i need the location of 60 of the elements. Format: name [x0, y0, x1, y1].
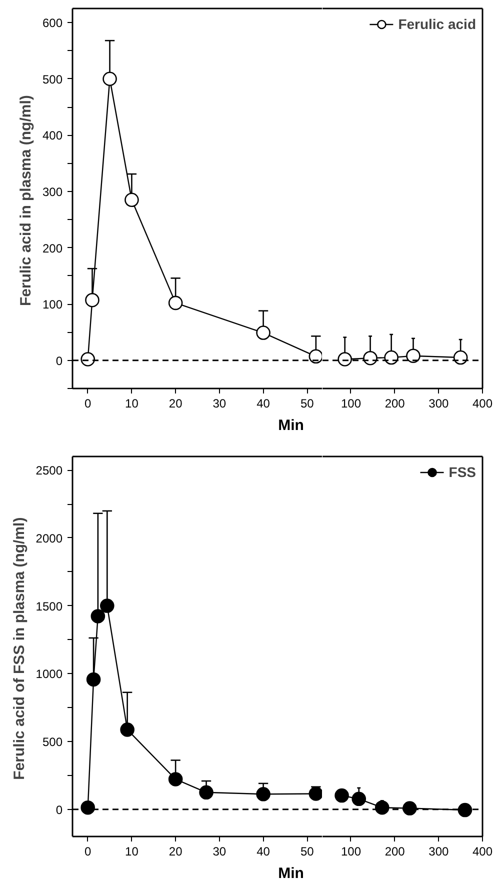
- point: [308, 786, 322, 801]
- x-tick-label: 0: [84, 396, 92, 410]
- x-tick-label: 300: [428, 844, 449, 858]
- x-tick-label: 400: [472, 396, 493, 410]
- y-tick-label: 400: [42, 128, 63, 143]
- y-tick-label: 1500: [36, 599, 63, 614]
- x-tick-label: 400: [472, 844, 493, 858]
- legend-label: Ferulic acid: [398, 16, 476, 32]
- point: [256, 326, 270, 340]
- x-tick-label: 20: [168, 396, 183, 410]
- point: [308, 349, 322, 364]
- y-tick-label: 0: [56, 354, 63, 368]
- point: [102, 72, 117, 86]
- y-tick-label: 2000: [36, 531, 63, 546]
- point: [86, 672, 101, 687]
- point: [374, 800, 390, 815]
- y-tick-label: 1000: [36, 667, 63, 682]
- x-tick-label: 30: [212, 396, 226, 410]
- point: [256, 787, 270, 802]
- y-axis-title: Ferulic acid in plasma (ng/ml): [17, 95, 34, 306]
- point: [90, 609, 106, 624]
- x-tick-label: 200: [384, 396, 406, 410]
- x-tick-label: 100: [340, 396, 362, 410]
- legend-label: FSS: [448, 464, 476, 480]
- x-tick-label: 40: [256, 844, 270, 858]
- x-axis-title: Min: [278, 864, 304, 881]
- x-tick-label: 0: [84, 844, 92, 858]
- x-tick-label: 20: [168, 844, 183, 858]
- x-tick-label: 30: [212, 844, 226, 858]
- y-tick-label: 0: [56, 802, 63, 817]
- y-tick-label: 500: [42, 735, 63, 749]
- point: [168, 296, 183, 310]
- point: [120, 722, 134, 737]
- x-tick-label: 300: [428, 396, 449, 410]
- x-tick-label: 200: [384, 844, 406, 858]
- x-tick-label: 50: [300, 844, 314, 858]
- point: [80, 800, 95, 815]
- x-axis-title: Min: [278, 416, 304, 436]
- y-tick-label: 300: [42, 184, 63, 199]
- point: [352, 792, 366, 806]
- point: [85, 292, 100, 308]
- y-tick-label: 600: [42, 16, 63, 30]
- y-tick-label: 100: [42, 298, 63, 312]
- point: [458, 802, 472, 818]
- y-axis-title: Ferulic acid of FSS in plasma (ng/ml): [10, 517, 28, 780]
- point: [124, 192, 139, 208]
- point: [334, 788, 349, 803]
- y-tick-label: 2500: [36, 464, 63, 478]
- y-tick-label: 500: [42, 72, 63, 86]
- point: [168, 772, 183, 786]
- x-tick-label: 10: [125, 396, 139, 410]
- x-tick-label: 50: [300, 396, 314, 410]
- x-tick-label: 100: [340, 844, 362, 858]
- point: [402, 801, 417, 816]
- x-tick-label: 40: [256, 396, 270, 410]
- point: [80, 352, 95, 366]
- point: [100, 598, 114, 613]
- point: [199, 785, 214, 800]
- x-tick-label: 10: [125, 844, 139, 858]
- y-tick-label: 200: [42, 241, 63, 256]
